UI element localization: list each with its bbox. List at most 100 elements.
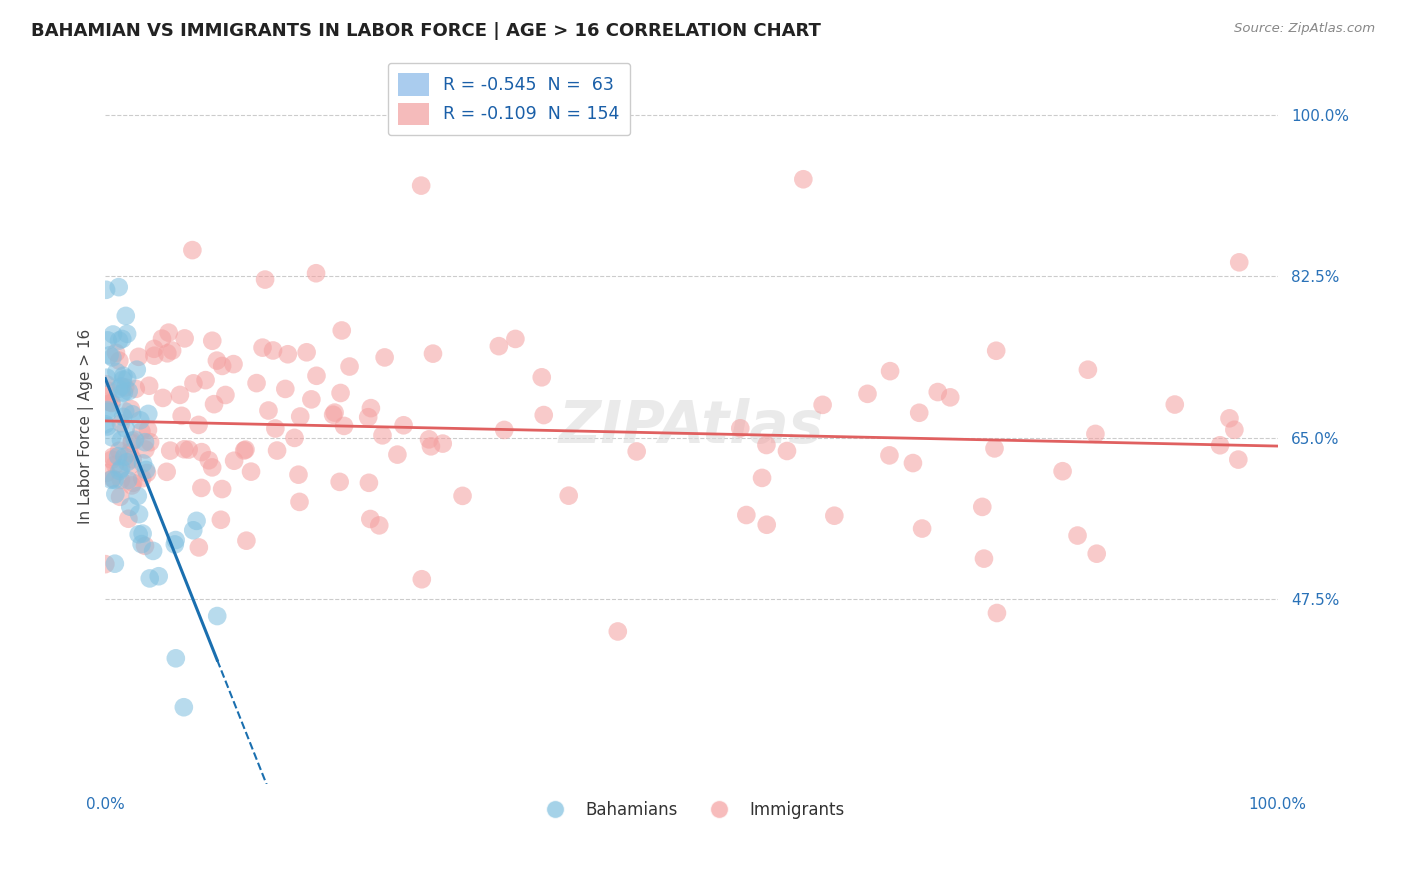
Point: [101, 327, 124, 342]
Point: [110, 473, 132, 487]
Point: [1052, 464, 1074, 478]
Point: [357, 410, 380, 425]
Point: [266, 443, 288, 458]
Point: [187, 417, 209, 432]
Point: [283, 431, 305, 445]
Point: [277, 347, 299, 361]
Point: [104, 557, 127, 571]
Point: [135, 463, 157, 477]
Point: [879, 364, 901, 378]
Point: [108, 334, 131, 348]
Point: [118, 445, 141, 459]
Point: [305, 266, 328, 280]
Point: [173, 331, 195, 345]
Point: [290, 409, 312, 424]
Point: [1066, 528, 1088, 542]
Point: [108, 464, 131, 478]
Point: [121, 434, 143, 448]
Point: [488, 339, 510, 353]
Point: [235, 442, 257, 457]
Point: [97, 405, 120, 419]
Point: [181, 243, 204, 257]
Point: [505, 332, 527, 346]
Y-axis label: In Labor Force | Age > 16: In Labor Force | Age > 16: [79, 328, 94, 524]
Point: [152, 391, 174, 405]
Point: [735, 508, 758, 522]
Point: [214, 388, 236, 402]
Point: [118, 384, 141, 399]
Point: [233, 443, 256, 458]
Point: [288, 495, 311, 509]
Point: [112, 385, 135, 400]
Point: [156, 465, 179, 479]
Point: [110, 417, 132, 431]
Point: [127, 489, 149, 503]
Point: [359, 512, 381, 526]
Point: [138, 378, 160, 392]
Point: [131, 471, 153, 485]
Point: [165, 533, 187, 547]
Point: [776, 444, 799, 458]
Point: [115, 455, 138, 469]
Point: [751, 471, 773, 485]
Point: [187, 541, 209, 555]
Point: [148, 569, 170, 583]
Point: [299, 392, 322, 407]
Point: [124, 433, 146, 447]
Point: [755, 438, 778, 452]
Point: [103, 473, 125, 487]
Point: [97, 384, 120, 398]
Point: [411, 178, 433, 193]
Point: [432, 436, 454, 450]
Point: [360, 401, 382, 416]
Point: [879, 449, 901, 463]
Point: [136, 466, 159, 480]
Point: [112, 368, 135, 383]
Point: [165, 651, 187, 665]
Point: [371, 428, 394, 442]
Point: [136, 407, 159, 421]
Point: [136, 423, 159, 437]
Point: [134, 435, 156, 450]
Point: [108, 443, 131, 458]
Point: [422, 346, 444, 360]
Point: [205, 609, 228, 624]
Point: [125, 362, 148, 376]
Point: [211, 482, 233, 496]
Point: [986, 343, 1008, 358]
Point: [94, 557, 117, 571]
Point: [139, 571, 162, 585]
Point: [111, 386, 134, 401]
Point: [983, 442, 1005, 456]
Point: [986, 606, 1008, 620]
Point: [494, 423, 516, 437]
Point: [939, 390, 962, 404]
Point: [159, 443, 181, 458]
Point: [368, 518, 391, 533]
Point: [419, 439, 441, 453]
Point: [122, 475, 145, 490]
Point: [157, 326, 180, 340]
Point: [114, 404, 136, 418]
Point: [211, 359, 233, 373]
Point: [111, 373, 134, 387]
Point: [198, 453, 221, 467]
Point: [98, 348, 121, 362]
Point: [108, 490, 131, 504]
Point: [972, 500, 994, 514]
Point: [101, 471, 124, 485]
Point: [105, 365, 128, 379]
Point: [533, 408, 555, 422]
Point: [374, 351, 396, 365]
Point: [104, 458, 127, 472]
Point: [927, 385, 949, 400]
Text: Source: ZipAtlas.com: Source: ZipAtlas.com: [1234, 22, 1375, 36]
Point: [274, 382, 297, 396]
Point: [322, 408, 344, 422]
Point: [160, 343, 183, 358]
Point: [143, 342, 166, 356]
Point: [97, 394, 120, 409]
Point: [94, 283, 117, 297]
Point: [329, 386, 352, 401]
Point: [128, 350, 150, 364]
